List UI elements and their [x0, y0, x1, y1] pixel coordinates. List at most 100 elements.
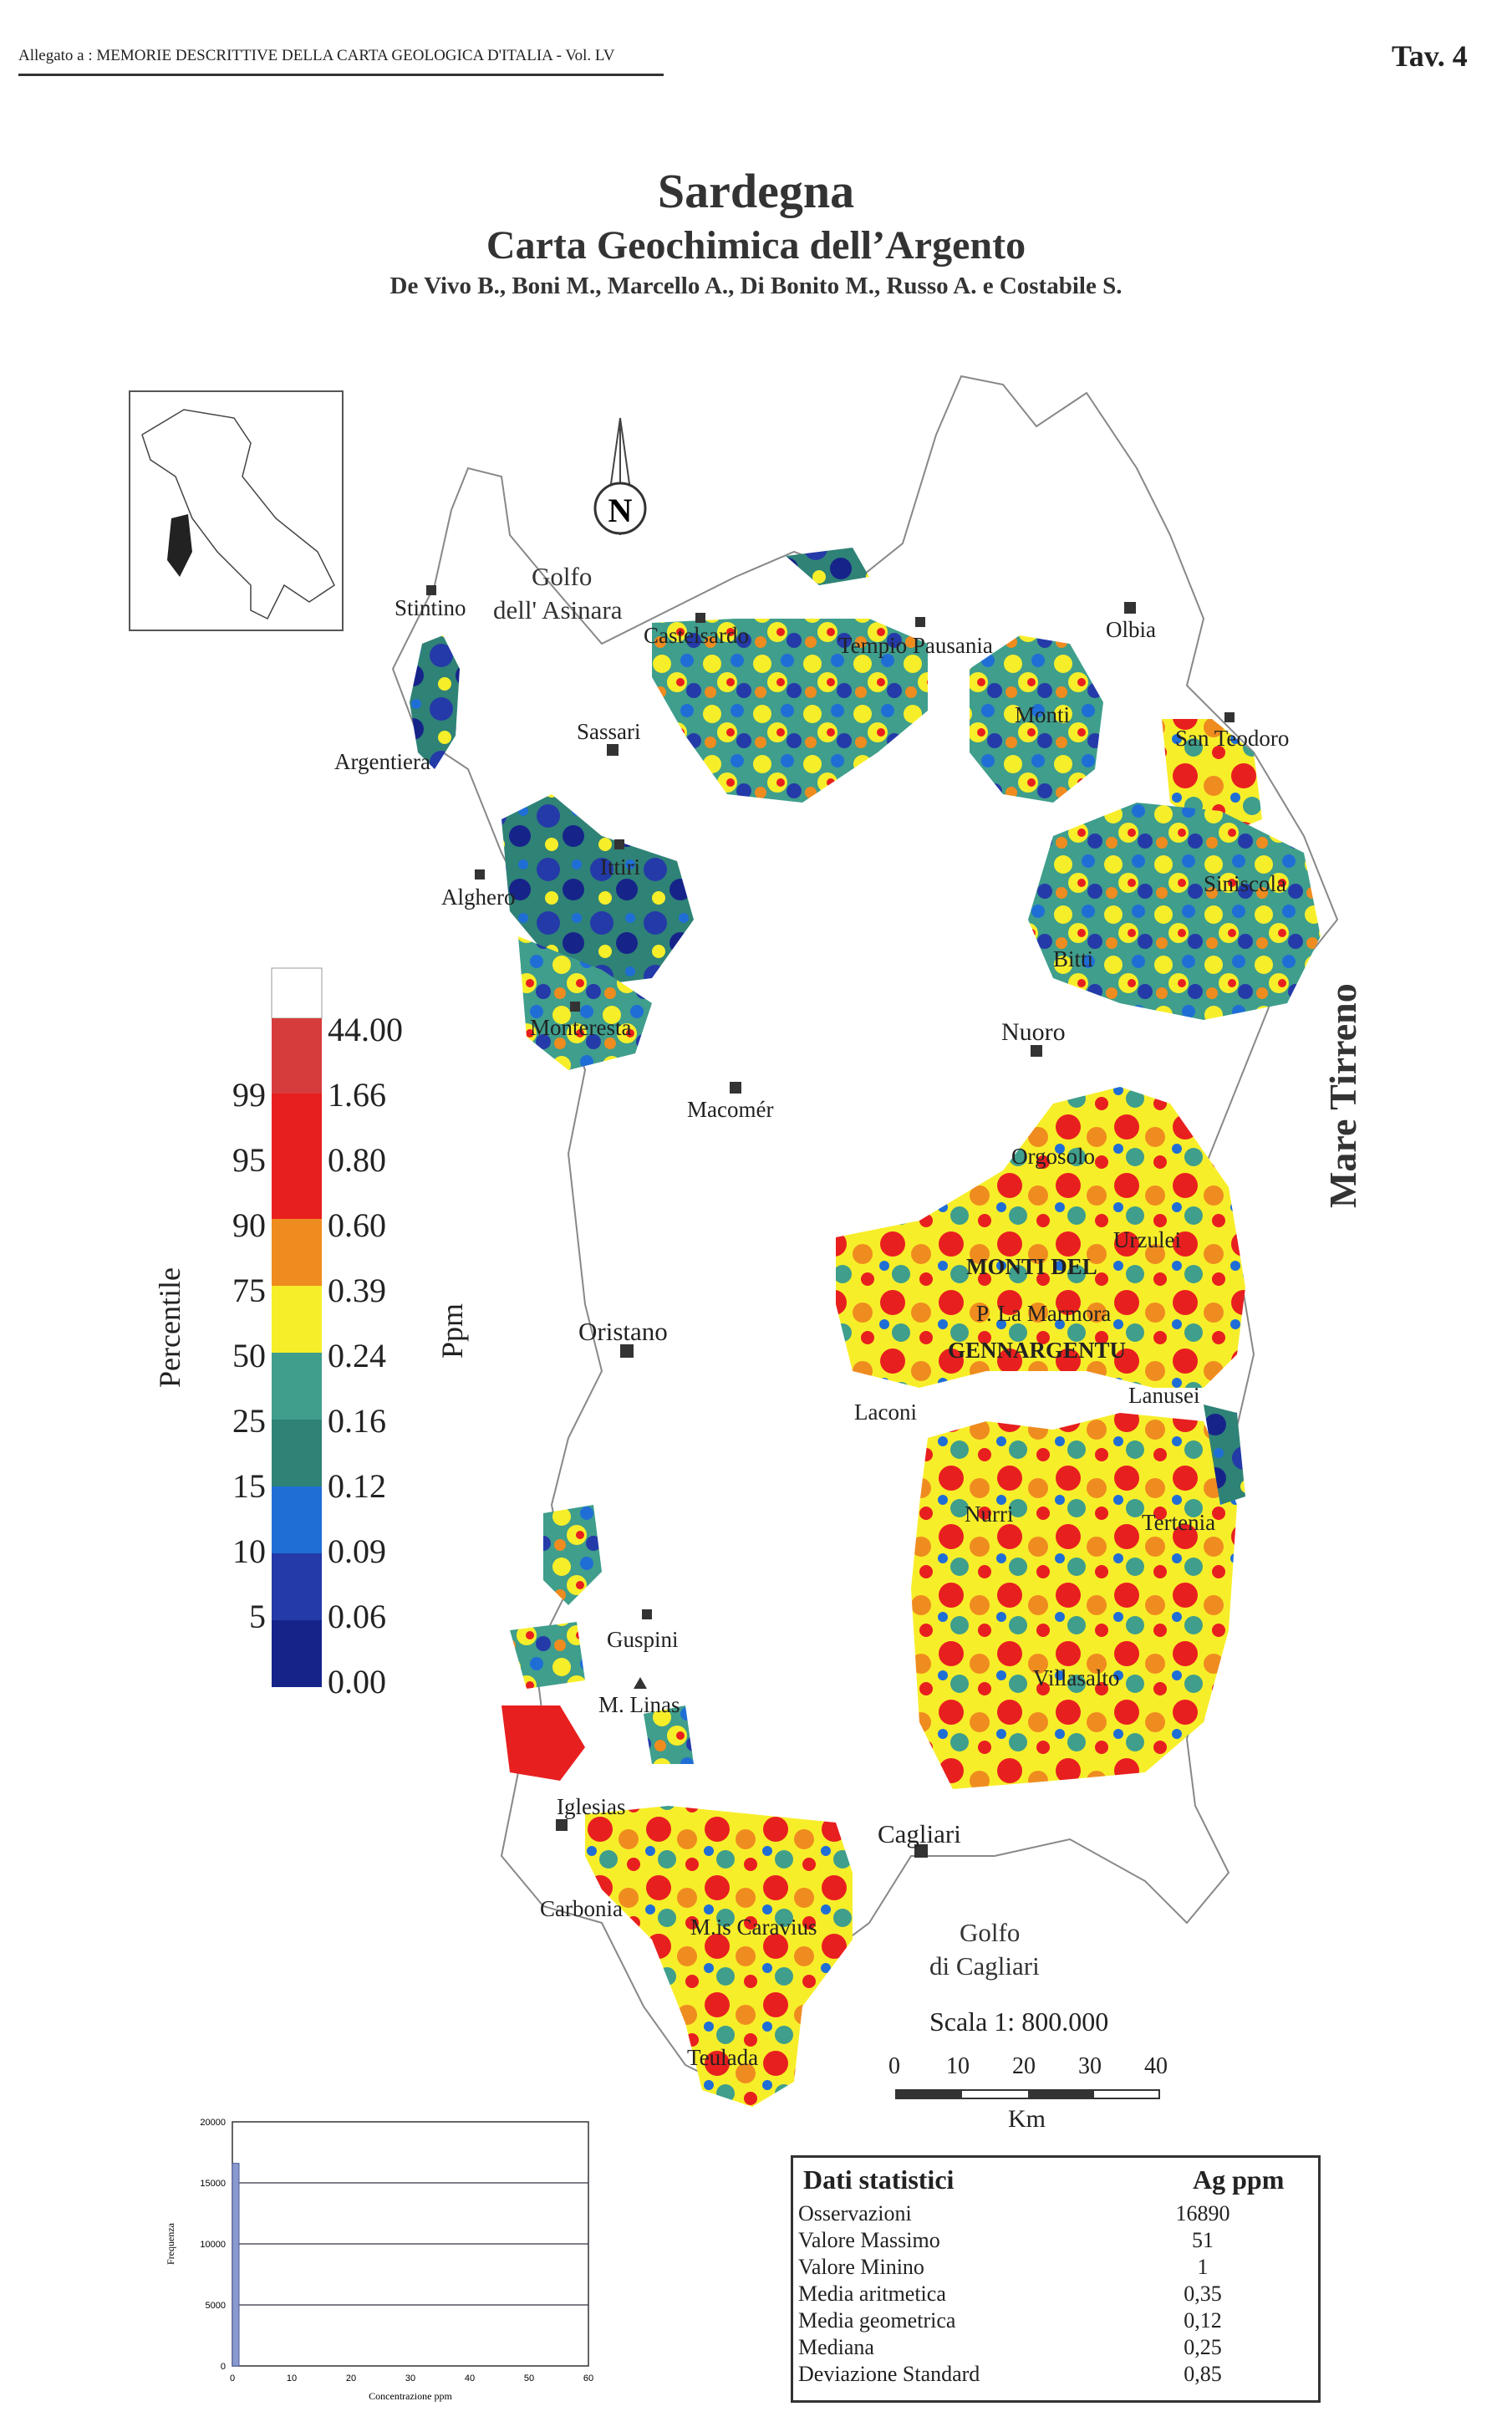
ppm-value: 0.16	[328, 1402, 386, 1440]
percentile-10: 10	[232, 1532, 266, 1570]
ppm-value: 0.09	[328, 1532, 386, 1570]
scale-tick: 10	[946, 2053, 970, 2079]
hist-x-tick: 50	[524, 2373, 534, 2384]
hist-x-tick: 0	[230, 2373, 235, 2384]
legend-ppm-label: Ppm	[435, 1303, 469, 1359]
stats-row: Osservazioni 16890	[798, 2201, 1311, 2226]
place-monti: Monti	[1015, 702, 1071, 727]
zone-siniscola	[1028, 803, 1321, 1020]
stats-value: 0,85	[1184, 2362, 1222, 2386]
zone-monteresta	[518, 936, 652, 1070]
zone-castelsardo-top	[786, 548, 869, 585]
ppm-value: 0.06	[328, 1598, 386, 1635]
place-teulada: Teulada	[687, 2045, 759, 2070]
percentile-75: 75	[232, 1272, 266, 1309]
sardinia-coastline	[391, 375, 1339, 2083]
place-monteresta: Monteresta	[530, 1015, 632, 1040]
stats-row: Valore Minino 1	[798, 2255, 1311, 2280]
place-oristano: Oristano	[578, 1317, 668, 1346]
stats-row: Media aritmetica 0,35	[798, 2282, 1311, 2307]
stats-value: 0,12	[1184, 2308, 1222, 2333]
header-rule	[18, 74, 664, 76]
place-san-teodoro: San Teodoro	[1175, 726, 1290, 751]
north-arrow-circle	[593, 482, 647, 535]
percentile-95: 95	[232, 1141, 266, 1179]
place-mis-caravius: M.is Caravius	[690, 1914, 817, 1940]
hist-bar	[232, 2163, 240, 2367]
zone-castelsardo	[652, 619, 928, 803]
stats-label: Media geometrica	[798, 2308, 956, 2333]
hist-x-tick: 40	[465, 2373, 475, 2384]
place-guspini: Guspini	[607, 1627, 679, 1652]
place-tertenia: Tertenia	[1142, 1510, 1216, 1535]
scale-tick: 40	[1144, 2053, 1168, 2079]
zone-san-teodoro	[1162, 719, 1262, 836]
zone-monti	[970, 635, 1103, 803]
zone-guspini	[543, 1505, 602, 1605]
golfo-cagliari-line2: di Cagliari	[929, 1951, 1040, 1981]
m-linas-marker	[634, 1677, 647, 1689]
stats-title: Dati statistici	[803, 2164, 955, 2195]
ppm-value: 44.00	[328, 1011, 403, 1048]
place-alghero: Alghero	[441, 885, 516, 910]
percentile-15: 15	[232, 1467, 266, 1505]
stats-value: 16890	[1175, 2201, 1230, 2226]
ppm-value: 1.66	[328, 1076, 386, 1114]
place-cagliari: Cagliari	[878, 1819, 961, 1848]
stats-value: 51	[1192, 2228, 1214, 2252]
hist-x-tick: 20	[346, 2373, 356, 2384]
percentile-50: 50	[232, 1337, 266, 1374]
scale-bar	[895, 2089, 1160, 2099]
place-villasalto: Villasalto	[1033, 1665, 1120, 1690]
label-mare-tirreno: Mare Tirreno	[1321, 983, 1364, 1208]
place-la-marmora: P. La Marmora	[976, 1301, 1112, 1326]
hist-xlabel: Concentrazione ppm	[369, 2390, 452, 2402]
stats-value: 0,25	[1184, 2335, 1222, 2359]
legend-colorbar	[271, 967, 323, 1687]
stats-value: 0,35	[1184, 2282, 1222, 2306]
percentile-99: 99	[232, 1076, 266, 1114]
stats-label: Media aritmetica	[798, 2282, 946, 2306]
place-sassari: Sassari	[577, 719, 641, 744]
map-authors: De Vivo B., Boni M., Marcello A., Di Bon…	[389, 273, 1123, 299]
ppm-value: 0.60	[328, 1206, 386, 1244]
zone-iglesias-red	[501, 1705, 585, 1781]
golfo-asinara-line2: dell' Asinara	[493, 595, 623, 625]
scale-tick: 20	[1012, 2053, 1036, 2079]
percentile-90: 90	[232, 1206, 266, 1244]
ppm-value: 0.00	[328, 1663, 386, 1700]
place-nurri: Nurri	[965, 1502, 1014, 1527]
map-title: Sardegna	[657, 164, 855, 218]
zone-linas	[644, 1705, 694, 1764]
label-gennargentu: GENNARGENTU	[948, 1338, 1127, 1363]
ppm-value: 0.24	[328, 1337, 386, 1374]
percentile-5: 5	[249, 1598, 266, 1635]
map-subtitle: Carta Geochimica dell’Argento	[486, 223, 1026, 268]
hist-y-tick: 5000	[206, 2301, 226, 2311]
hist-ylabel: Frequenza	[165, 2222, 176, 2265]
stats-label: Osservazioni	[798, 2201, 912, 2226]
stats-row: Valore Massimo 51	[798, 2228, 1311, 2253]
zone-arbus	[510, 1622, 585, 1689]
stats-value: 1	[1197, 2255, 1209, 2279]
zone-tertenia-blue	[1204, 1405, 1245, 1505]
place-castelsardo: Castelsardo	[644, 623, 749, 648]
place-stintino: Stintino	[395, 595, 466, 620]
scale-tick: 30	[1078, 2053, 1102, 2079]
place-tempio-pausania: Tempio Pausania	[838, 633, 993, 658]
place-ittiri: Ittiri	[600, 854, 640, 879]
percentile-25: 25	[232, 1402, 266, 1440]
inset-map-frame	[129, 390, 344, 631]
ppm-value: 0.12	[328, 1467, 386, 1505]
zone-stintino	[410, 635, 460, 769]
place-lanusei: Lanusei	[1128, 1383, 1200, 1408]
place-orgosolo: Orgosolo	[1011, 1144, 1096, 1169]
zone-gennargentu	[836, 1087, 1245, 1388]
golfo-cagliari-line1: Golfo	[960, 1918, 1021, 1947]
stats-label: Valore Massimo	[798, 2228, 940, 2252]
hist-y-tick: 10000	[200, 2240, 226, 2250]
plate-number: Tav. 4	[1392, 39, 1468, 73]
hist-y-tick: 15000	[200, 2179, 226, 2189]
stats-table: Dati statistici Ag ppm Osservazioni 16890…	[791, 2155, 1321, 2403]
